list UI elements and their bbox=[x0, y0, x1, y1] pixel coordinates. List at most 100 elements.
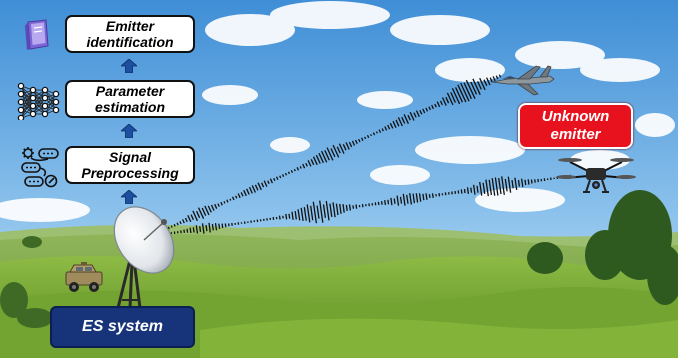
wave-stroke bbox=[381, 128, 384, 132]
wave-stroke bbox=[316, 205, 320, 219]
wave-stroke bbox=[305, 162, 308, 167]
wave-stroke bbox=[224, 223, 227, 228]
signal-wave-drone bbox=[164, 174, 571, 235]
wave-stroke bbox=[355, 204, 358, 209]
wave-stroke bbox=[336, 146, 341, 154]
signal-preprocessing-line-2: Preprocessing bbox=[81, 165, 179, 181]
wave-stroke bbox=[190, 214, 194, 221]
wave-stroke bbox=[322, 204, 327, 218]
wave-stroke bbox=[312, 156, 318, 166]
wave-stroke bbox=[441, 97, 447, 106]
wave-stroke bbox=[217, 203, 220, 207]
wave-stroke bbox=[201, 207, 207, 216]
wave-stroke bbox=[306, 204, 311, 223]
wave-stroke bbox=[192, 227, 195, 233]
wave-stroke bbox=[303, 207, 307, 221]
wave-stroke bbox=[345, 204, 348, 211]
wave-stroke bbox=[282, 174, 285, 177]
wave-stroke bbox=[229, 198, 232, 201]
wave-stroke bbox=[446, 92, 454, 106]
unknown-emitter-label: Unknown emitter bbox=[518, 103, 633, 149]
wave-stroke bbox=[479, 77, 486, 91]
preprocessing-pipeline-icon bbox=[21, 147, 59, 188]
wave-stroke bbox=[179, 221, 182, 225]
wave-stroke bbox=[457, 84, 467, 103]
wave-stroke bbox=[396, 195, 400, 206]
wave-stroke bbox=[501, 176, 505, 195]
wave-stroke bbox=[384, 200, 387, 205]
wave-stroke bbox=[520, 178, 524, 188]
wave-stroke bbox=[415, 110, 420, 117]
wave-stroke bbox=[361, 137, 364, 141]
wave-stroke bbox=[485, 179, 489, 197]
parameter-estimation-line-2: estimation bbox=[94, 99, 165, 115]
wave-stroke bbox=[326, 147, 334, 161]
wave-stroke bbox=[387, 199, 390, 205]
wave-stroke bbox=[504, 178, 508, 192]
wave-stroke bbox=[246, 188, 250, 195]
fighter-jet-icon bbox=[491, 65, 555, 96]
wave-stroke bbox=[235, 195, 238, 199]
wave-stroke bbox=[240, 192, 244, 197]
wave-stroke bbox=[406, 194, 409, 204]
wave-stroke bbox=[465, 79, 476, 99]
wave-stroke bbox=[407, 114, 411, 121]
wave-stroke bbox=[434, 103, 437, 108]
wave-stroke bbox=[302, 163, 306, 169]
wave-stroke bbox=[197, 207, 205, 219]
wave-stroke bbox=[397, 117, 403, 127]
wave-stroke bbox=[214, 203, 218, 209]
wave-stroke bbox=[186, 228, 189, 233]
wave-stroke bbox=[366, 134, 370, 139]
wave-stroke bbox=[436, 101, 441, 108]
wave-stroke bbox=[451, 88, 461, 105]
wave-stroke bbox=[455, 87, 463, 103]
wave-stroke bbox=[415, 193, 419, 203]
wave-stroke bbox=[196, 210, 201, 219]
wave-stroke bbox=[189, 227, 192, 234]
wave-stroke bbox=[507, 176, 512, 193]
wave-stroke bbox=[491, 178, 496, 196]
wave-stroke bbox=[483, 79, 488, 87]
signal-preprocessing-line-1: Signal bbox=[108, 149, 151, 165]
up-arrow-icon bbox=[121, 190, 137, 204]
wave-stroke bbox=[251, 185, 256, 193]
book-icon bbox=[25, 19, 49, 50]
wave-stroke bbox=[310, 159, 315, 166]
wave-stroke bbox=[489, 77, 493, 83]
wave-stroke bbox=[445, 96, 450, 104]
wave-stroke bbox=[412, 193, 416, 204]
wave-stroke bbox=[364, 136, 367, 140]
wave-stroke bbox=[419, 110, 423, 115]
wave-stroke bbox=[273, 178, 276, 182]
wave-stroke bbox=[534, 179, 536, 183]
wave-stroke bbox=[477, 81, 482, 90]
wave-stroke bbox=[422, 108, 426, 114]
wave-stroke bbox=[409, 111, 415, 121]
wave-stroke bbox=[460, 82, 470, 102]
wave-stroke bbox=[310, 205, 314, 221]
wave-stroke bbox=[345, 142, 350, 150]
wave-stroke bbox=[293, 168, 296, 172]
unknown-emitter-line-1: Unknown bbox=[541, 108, 610, 125]
wave-stroke bbox=[195, 225, 199, 234]
wave-stroke bbox=[348, 141, 353, 148]
wave-stroke bbox=[431, 104, 434, 110]
wave-stroke bbox=[237, 193, 241, 199]
wave-stroke bbox=[530, 179, 533, 184]
wave-stroke bbox=[192, 210, 198, 222]
wave-stroke bbox=[463, 82, 472, 100]
wave-stroke bbox=[299, 166, 302, 169]
wave-stroke bbox=[494, 177, 499, 196]
wave-stroke bbox=[498, 74, 502, 78]
wave-stroke bbox=[204, 205, 210, 216]
wave-stroke bbox=[498, 178, 502, 195]
wave-stroke bbox=[184, 217, 188, 223]
wave-stroke bbox=[476, 185, 479, 193]
wave-stroke bbox=[226, 199, 229, 203]
wave-stroke bbox=[329, 203, 333, 217]
wave-stroke bbox=[248, 186, 253, 194]
wave-stroke bbox=[342, 204, 345, 213]
